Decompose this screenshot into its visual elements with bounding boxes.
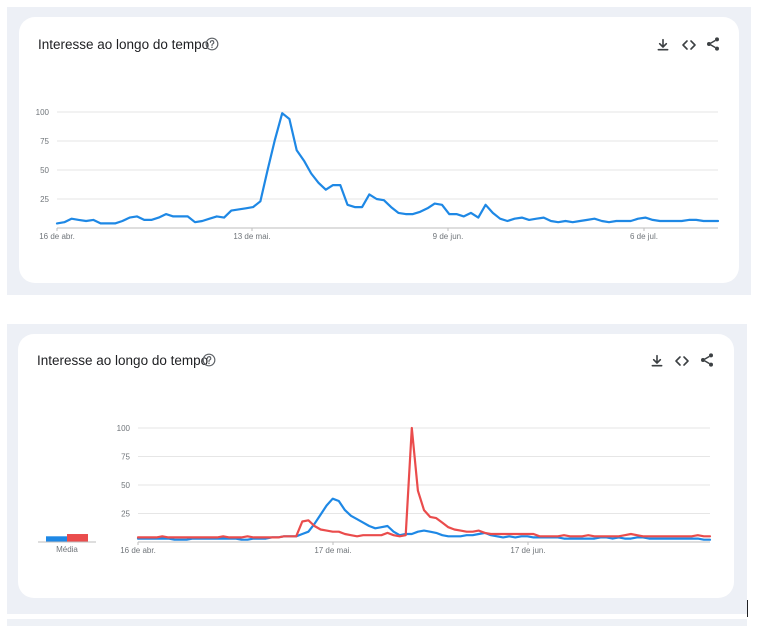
y-tick-label: 50 <box>40 166 49 175</box>
x-tick-label: 9 de jun. <box>433 232 464 241</box>
y-tick-label: 25 <box>121 510 130 519</box>
text-cursor <box>747 600 748 617</box>
y-tick-label: 25 <box>40 195 49 204</box>
series-line-2 <box>136 426 712 539</box>
y-tick-label: 100 <box>117 424 131 433</box>
x-tick-label: 6 de jul. <box>630 232 658 241</box>
download-icon[interactable] <box>655 37 671 53</box>
help-icon[interactable] <box>202 353 216 367</box>
x-tick-label: 16 de abr. <box>120 546 156 555</box>
series-line-1 <box>136 497 712 541</box>
embed-code-icon[interactable] <box>681 37 697 53</box>
y-tick-label: 75 <box>40 137 49 146</box>
average-bar-1 <box>46 536 67 542</box>
average-bar-2 <box>67 534 88 542</box>
y-tick-label: 50 <box>121 481 130 490</box>
chart-card-2 <box>18 334 734 598</box>
panel-next-edge <box>7 619 747 626</box>
y-tick-label: 100 <box>36 108 50 117</box>
chart-card-1 <box>19 17 739 283</box>
share-icon[interactable] <box>705 36 721 52</box>
x-tick-label: 17 de mai. <box>314 546 351 555</box>
x-tick-label: 17 de jun. <box>510 546 545 555</box>
card-1-title: Interesse ao longo do tempo <box>38 37 210 52</box>
y-tick-label: 75 <box>121 453 130 462</box>
embed-code-icon[interactable] <box>674 353 690 369</box>
download-icon[interactable] <box>649 353 665 369</box>
card-2-title: Interesse ao longo do tempo <box>37 353 209 368</box>
x-tick-label: 13 de mai. <box>233 232 270 241</box>
series-line-1 <box>55 112 720 225</box>
x-tick-label: 16 de abr. <box>39 232 75 241</box>
share-icon[interactable] <box>699 352 715 368</box>
average-label: Média <box>56 545 78 554</box>
help-icon[interactable] <box>205 37 219 51</box>
